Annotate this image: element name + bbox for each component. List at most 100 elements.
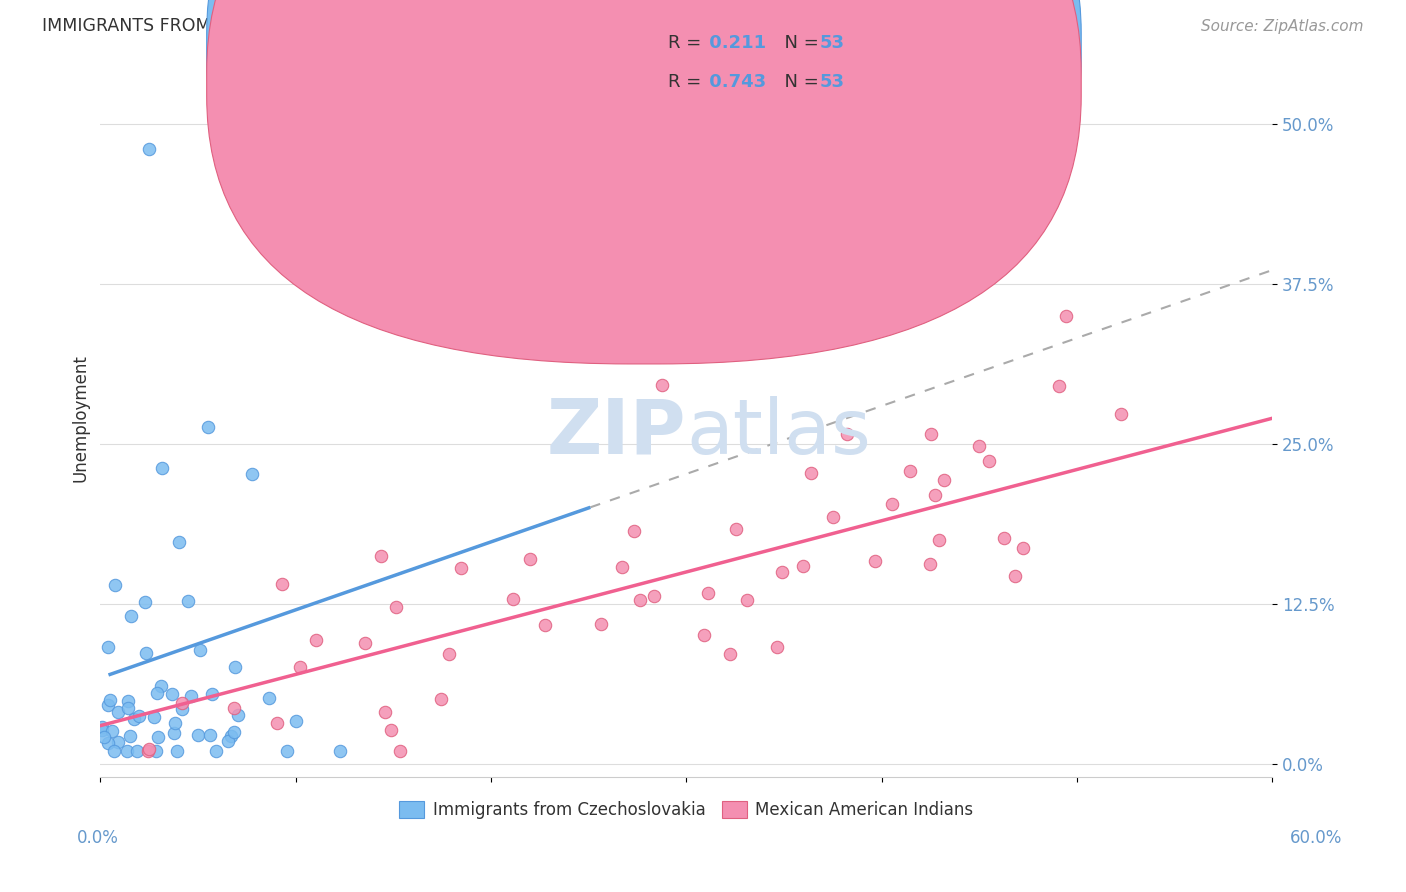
Point [519,552,541,566]
Point [125,744,148,758]
Point [187,728,209,742]
Point [150,460,173,475]
Point [1109,407,1132,421]
Point [204,744,226,758]
Point [150,679,173,693]
Point [166,744,188,758]
Point [97,698,120,713]
Point [697,586,720,600]
Point [823,510,845,524]
Point [770,565,793,579]
Point [120,729,142,743]
Text: 0.211: 0.211 [703,34,766,52]
Point [143,710,166,724]
Text: Source: ZipAtlas.com: Source: ZipAtlas.com [1201,20,1364,34]
Text: N =: N = [773,34,825,52]
Point [138,742,160,756]
Point [240,467,263,481]
Point [170,696,193,710]
Point [271,577,294,591]
Point [725,522,748,536]
Point [502,592,524,607]
Point [224,659,246,673]
Text: N =: N = [773,72,825,90]
Point [835,426,858,441]
Text: ZIP: ZIP [547,395,686,469]
Point [219,729,242,743]
Point [120,609,142,624]
Point [117,700,139,714]
Point [107,705,129,719]
Point [623,524,645,538]
Point [979,454,1001,468]
Point [792,558,814,573]
Point [374,705,396,719]
Point [222,725,245,739]
Point [1054,309,1077,323]
Point [651,377,673,392]
Point [117,744,139,758]
Point [122,712,145,726]
Point [967,439,990,453]
Point [138,142,160,156]
Point [224,701,246,715]
Point [305,633,328,648]
Point [167,535,190,549]
Text: R =: R = [668,72,707,90]
Point [197,419,219,434]
Point [920,427,942,442]
Point [612,560,634,574]
Point [628,593,651,607]
Point [932,473,955,487]
Point [718,647,741,661]
Point [643,589,665,603]
Text: 0.0%: 0.0% [77,829,120,847]
Point [198,728,221,742]
Point [534,618,557,632]
Text: 0.743: 0.743 [703,72,766,90]
Point [257,690,280,705]
Point [589,617,612,632]
Point [226,707,249,722]
Point [98,693,121,707]
Point [135,646,157,660]
Point [104,578,127,592]
Point [201,687,224,701]
Text: IMMIGRANTS FROM CZECHOSLOVAKIA VS MEXICAN AMERICAN INDIAN UNEMPLOYMENT CORRELATI: IMMIGRANTS FROM CZECHOSLOVAKIA VS MEXICA… [42,17,998,35]
Point [284,714,307,728]
Point [172,701,194,715]
Point [217,733,239,747]
Text: 53: 53 [820,34,845,52]
Point [188,643,211,657]
Text: R =: R = [668,34,707,52]
Y-axis label: Unemployment: Unemployment [72,354,89,483]
Point [177,594,200,608]
Point [163,726,186,740]
Point [145,744,167,758]
Point [101,724,124,739]
Point [898,464,921,478]
Point [389,744,412,758]
Point [134,595,156,609]
Point [880,497,903,511]
Point [1012,541,1035,555]
Point [146,730,169,744]
Point [91,720,114,734]
Point [180,689,202,703]
Point [380,723,402,737]
Point [920,557,942,571]
Point [766,640,789,654]
Point [165,715,187,730]
Point [429,692,451,706]
Point [928,533,950,548]
Point [276,744,298,758]
Point [1004,569,1026,583]
Point [329,744,352,758]
Point [735,592,758,607]
Point [924,488,946,502]
Text: 53: 53 [820,72,845,90]
Point [103,744,125,758]
Point [290,659,312,673]
Point [863,554,886,568]
Point [136,744,159,758]
